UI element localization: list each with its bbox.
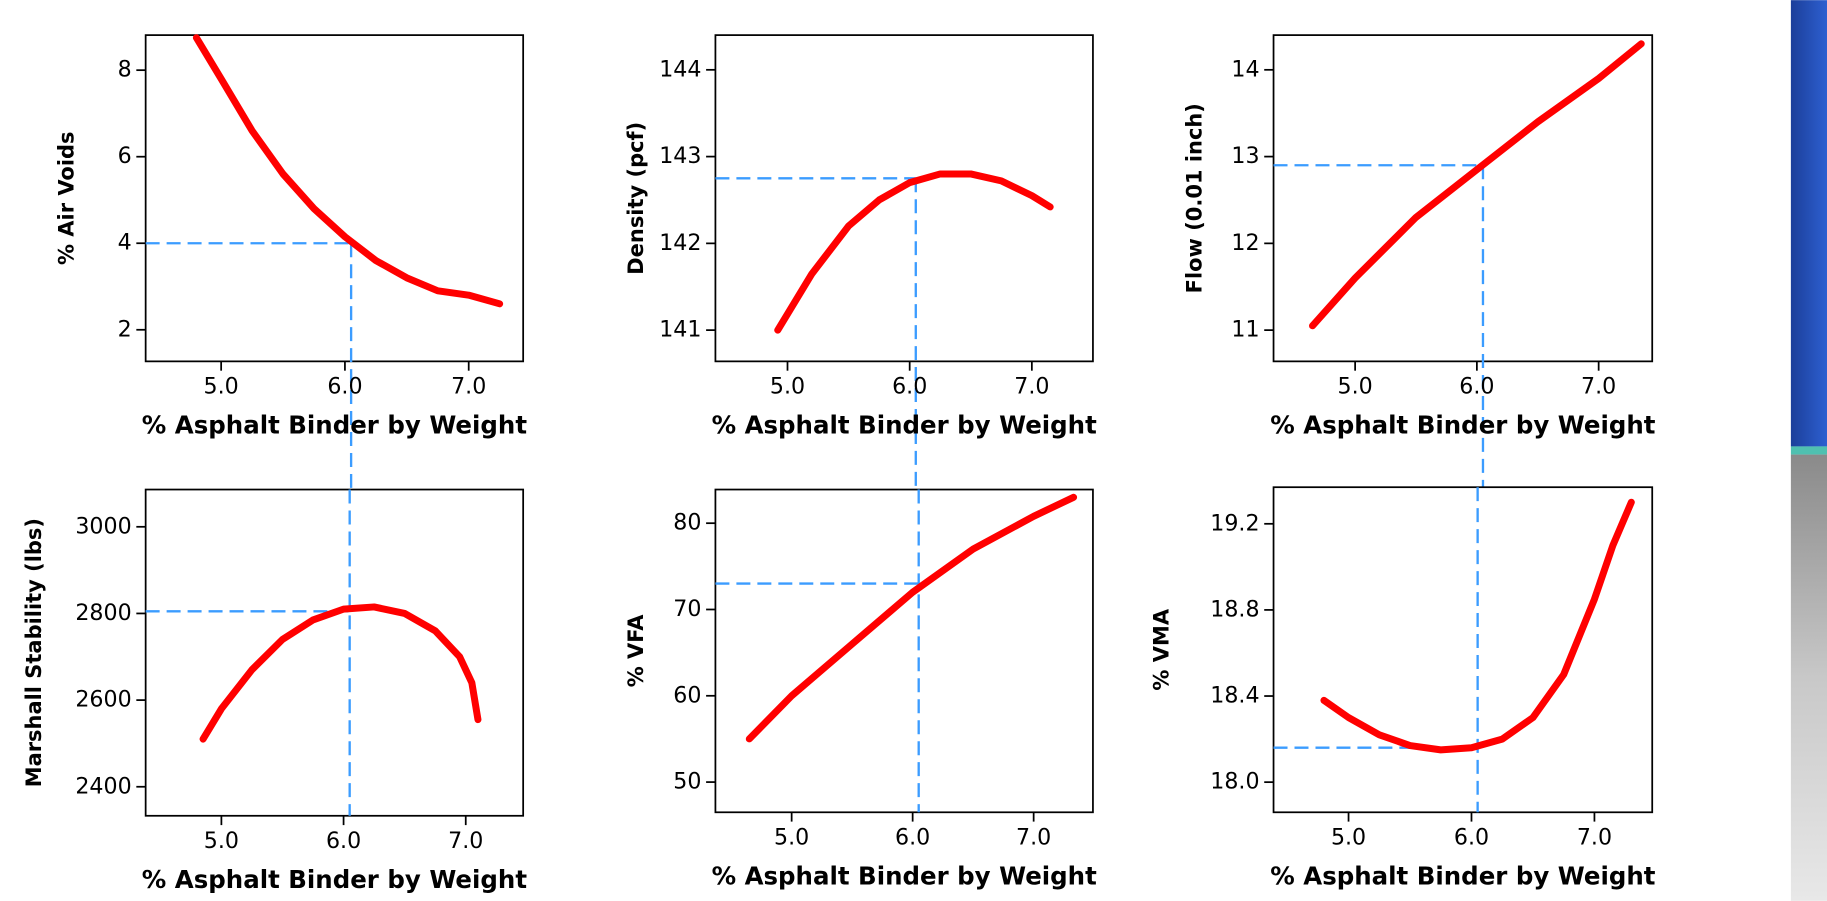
- y-axis-label: % Air Voids: [54, 131, 78, 265]
- data-line: [774, 170, 1054, 334]
- y-tick-label: 60: [673, 682, 701, 708]
- data-line: [1309, 40, 1645, 330]
- y-tick-label: 50: [673, 769, 701, 795]
- x-tick-label: 5.0: [204, 373, 239, 399]
- x-tick-label: 7.0: [1577, 824, 1612, 850]
- x-tick-label: 6.0: [895, 824, 930, 850]
- plot-frame: [714, 34, 1094, 363]
- side-panel: [1790, 0, 1827, 447]
- y-tick-label: 18.0: [1210, 769, 1259, 795]
- side-photo: [1790, 454, 1827, 901]
- side-divider: [1790, 446, 1827, 455]
- x-tick-label: 5.0: [770, 373, 805, 399]
- y-tick-label: 2600: [75, 687, 131, 713]
- x-axis-label: % Asphalt Binder by Weight: [1270, 862, 1656, 891]
- y-tick-label: 6: [118, 143, 132, 169]
- y-tick-label: 13: [1231, 143, 1259, 169]
- x-tick-label: 7.0: [448, 828, 483, 854]
- plot-frame: [714, 488, 1094, 814]
- x-tick-label: 5.0: [1331, 824, 1366, 850]
- y-tick-label: 143: [659, 143, 701, 169]
- x-axis-label: % Asphalt Binder by Weight: [142, 865, 528, 894]
- y-axis-label: % VMA: [1150, 608, 1174, 690]
- plot-frame: [1272, 34, 1654, 363]
- y-tick-label: 8: [118, 57, 132, 83]
- x-tick-label: 7.0: [1016, 824, 1051, 850]
- y-tick-label: 142: [659, 230, 701, 256]
- x-tick-label: 7.0: [1014, 373, 1049, 399]
- y-tick-label: 4: [118, 230, 132, 256]
- x-tick-label: 5.0: [774, 824, 809, 850]
- x-tick-label: 5.0: [1338, 373, 1373, 399]
- x-tick-label: 7.0: [1581, 373, 1616, 399]
- data-line: [745, 493, 1078, 743]
- data-line: [192, 34, 504, 308]
- x-tick-label: 6.0: [1459, 373, 1494, 399]
- data-line: [1320, 498, 1635, 754]
- y-tick-label: 3000: [75, 513, 131, 539]
- y-axis-label: Density (pcf): [624, 122, 648, 275]
- y-tick-label: 11: [1231, 317, 1259, 343]
- y-tick-label: 18.4: [1210, 683, 1259, 709]
- x-tick-label: 6.0: [1454, 824, 1489, 850]
- y-tick-label: 80: [673, 510, 701, 536]
- y-axis-label: Marshall Stability (lbs): [22, 518, 46, 787]
- y-tick-label: 144: [659, 56, 701, 82]
- plot-frame: [144, 488, 525, 817]
- y-tick-label: 19.2: [1210, 510, 1259, 536]
- plot-frame: [144, 34, 525, 363]
- x-tick-label: 5.0: [204, 828, 239, 854]
- y-axis-label: Flow (0.01 inch): [1182, 103, 1206, 293]
- x-tick-label: 6.0: [326, 828, 361, 854]
- y-tick-label: 70: [673, 596, 701, 622]
- y-tick-label: 12: [1231, 230, 1259, 256]
- x-tick-label: 6.0: [327, 373, 362, 399]
- x-axis-label: % Asphalt Binder by Weight: [142, 411, 528, 440]
- y-tick-label: 2800: [75, 600, 131, 626]
- x-axis-label: % Asphalt Binder by Weight: [712, 862, 1098, 891]
- x-axis-label: % Asphalt Binder by Weight: [712, 411, 1098, 440]
- y-tick-label: 2400: [75, 773, 131, 799]
- y-tick-label: 14: [1231, 56, 1259, 82]
- y-tick-label: 2: [118, 316, 132, 342]
- x-tick-label: 7.0: [451, 373, 486, 399]
- x-tick-label: 6.0: [892, 373, 927, 399]
- data-line: [199, 603, 482, 743]
- y-tick-label: 18.8: [1210, 596, 1259, 622]
- x-axis-label: % Asphalt Binder by Weight: [1270, 411, 1656, 440]
- plot-frame: [1272, 486, 1654, 814]
- y-axis-label: % VFA: [624, 614, 648, 687]
- y-tick-label: 141: [659, 317, 701, 343]
